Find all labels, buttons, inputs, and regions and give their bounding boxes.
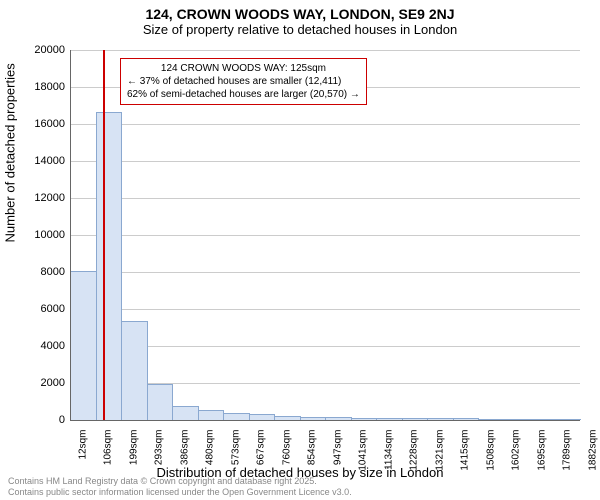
property-marker-line [103, 50, 105, 420]
annotation-line2: ← 37% of detached houses are smaller (12… [127, 75, 360, 88]
x-tick-label: 854sqm [307, 430, 318, 480]
x-tick-label: 1882sqm [587, 430, 598, 480]
annotation-line1: 124 CROWN WOODS WAY: 125sqm [127, 62, 360, 75]
x-tick-label: 386sqm [179, 430, 190, 480]
gridline [70, 124, 580, 125]
x-tick-label: 947sqm [332, 430, 343, 480]
gridline [70, 272, 580, 273]
histogram-bar [198, 410, 225, 420]
plot-area: 124 CROWN WOODS WAY: 125sqm← 37% of deta… [70, 50, 580, 420]
x-tick-label: 573sqm [230, 430, 241, 480]
x-tick-label: 667sqm [256, 430, 267, 480]
gridline [70, 235, 580, 236]
histogram-bar [70, 271, 97, 420]
y-tick-label: 0 [15, 414, 65, 426]
histogram-bar [121, 321, 148, 420]
y-tick-label: 2000 [15, 377, 65, 389]
histogram-bar [147, 384, 174, 420]
x-tick-label: 12sqm [77, 430, 88, 480]
y-tick-label: 20000 [15, 44, 65, 56]
y-tick-label: 16000 [15, 118, 65, 130]
y-tick-label: 10000 [15, 229, 65, 241]
x-tick-label: 760sqm [281, 430, 292, 480]
annotation-box: 124 CROWN WOODS WAY: 125sqm← 37% of deta… [120, 58, 367, 105]
attribution-text: Contains HM Land Registry data © Crown c… [8, 476, 352, 498]
x-tick-label: 1415sqm [460, 430, 471, 480]
x-tick-label: 1695sqm [536, 430, 547, 480]
histogram-bar [172, 406, 199, 420]
chart-container: 124, CROWN WOODS WAY, LONDON, SE9 2NJ Si… [0, 0, 600, 500]
chart-title: 124, CROWN WOODS WAY, LONDON, SE9 2NJ [0, 0, 600, 22]
gridline [70, 198, 580, 199]
x-axis [70, 420, 580, 421]
x-tick-label: 1134sqm [383, 430, 394, 480]
chart-subtitle: Size of property relative to detached ho… [0, 22, 600, 41]
x-tick-label: 1508sqm [485, 430, 496, 480]
histogram-bar [96, 112, 123, 420]
x-tick-label: 1228sqm [409, 430, 420, 480]
x-tick-label: 199sqm [128, 430, 139, 480]
y-tick-label: 8000 [15, 266, 65, 278]
y-tick-label: 4000 [15, 340, 65, 352]
x-tick-label: 1041sqm [358, 430, 369, 480]
y-tick-label: 12000 [15, 192, 65, 204]
x-tick-label: 106sqm [103, 430, 114, 480]
x-tick-label: 480sqm [205, 430, 216, 480]
y-tick-label: 18000 [15, 81, 65, 93]
x-tick-label: 1321sqm [434, 430, 445, 480]
x-tick-label: 1789sqm [562, 430, 573, 480]
gridline [70, 50, 580, 51]
attribution-line2: Contains public sector information licen… [8, 487, 352, 498]
histogram-bar [223, 413, 250, 420]
gridline [70, 161, 580, 162]
x-tick-label: 293sqm [154, 430, 165, 480]
y-tick-label: 14000 [15, 155, 65, 167]
y-axis [70, 50, 71, 420]
x-tick-label: 1602sqm [511, 430, 522, 480]
annotation-line3: 62% of semi-detached houses are larger (… [127, 88, 360, 101]
gridline [70, 309, 580, 310]
y-tick-label: 6000 [15, 303, 65, 315]
